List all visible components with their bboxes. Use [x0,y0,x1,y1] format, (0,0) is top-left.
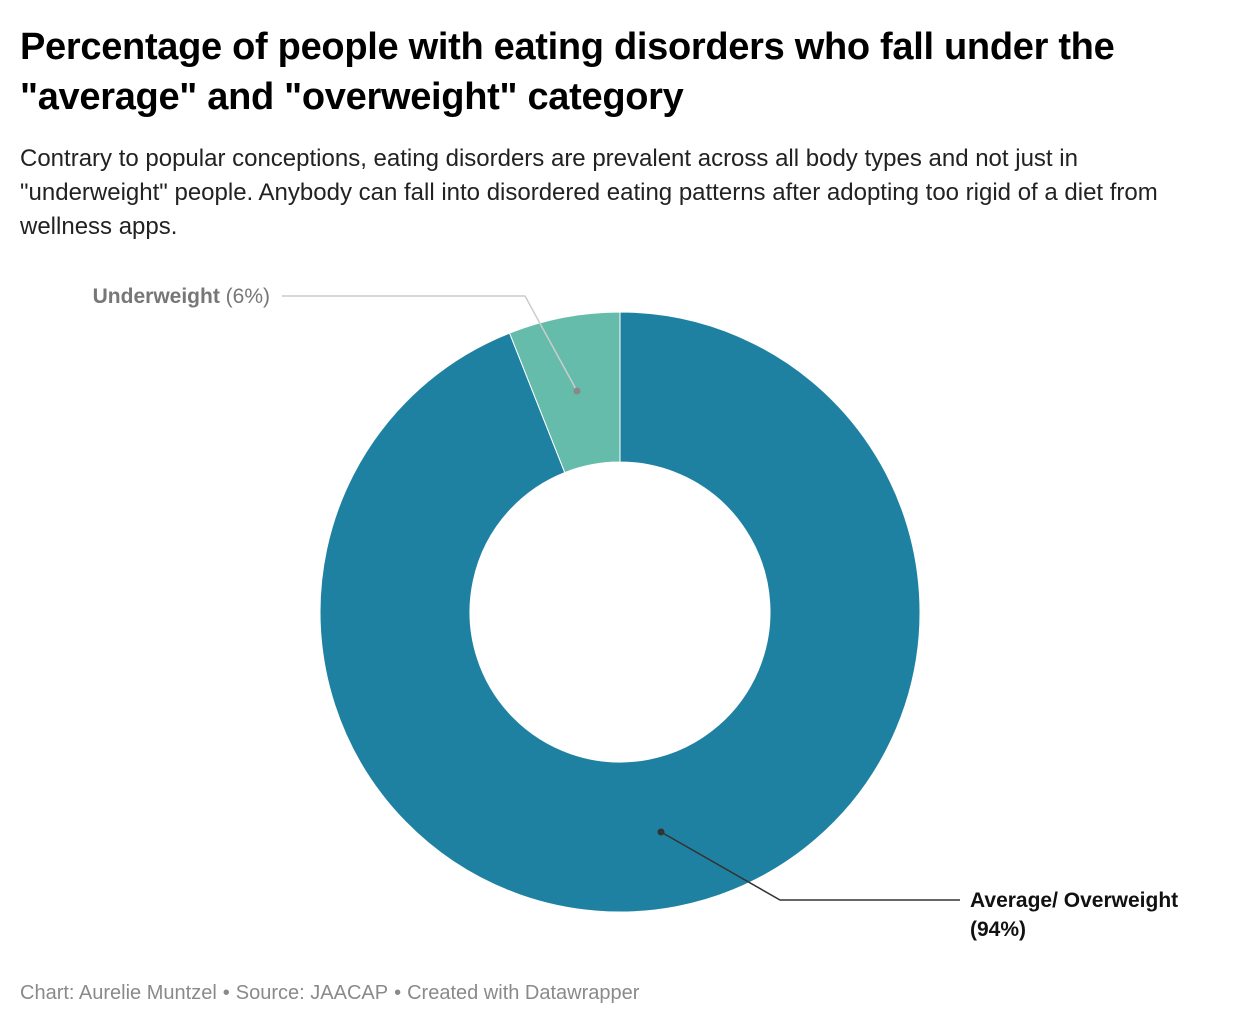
slice-name: Average/ Overweight [970,889,1178,912]
slice-underweight [508,311,621,474]
chart-title: Percentage of people with eating disorde… [20,26,1115,118]
donut-slices [319,311,921,913]
chart-credit: Chart: Aurelie Muntzel [20,982,217,1004]
slice-average-overweight [319,311,921,913]
slice-label-average-overweight: Average/ Overweight (94%) [970,889,1178,941]
slice-value: (94%) [970,918,1026,941]
slice-name: Underweight [93,285,220,308]
callout-dot-underweight [573,387,581,395]
callout-dot-average-overweight [657,828,665,836]
footer-separator: • [222,982,230,1004]
slice-label-underweight: Underweight (6%) [93,285,270,308]
donut-chart: Average/ Overweight (94%) Underweight (6%) [93,285,1179,941]
footer-separator: • [394,982,402,1004]
datawrapper-credit: Created with Datawrapper [407,982,640,1004]
chart-subtitle: Contrary to popular conceptions, eating … [20,145,1158,240]
source-credit: Source: JAACAP [235,982,389,1004]
chart-footer: Chart: Aurelie Muntzel • Source: JAACAP • Cr… [20,982,639,1005]
donut-callouts: Average/ Overweight (94%) Underweight (6%) [93,285,1179,941]
callout-line-average-overweight [660,831,960,901]
callout-line-underweight [282,295,578,392]
slice-value: (6%) [220,285,270,308]
